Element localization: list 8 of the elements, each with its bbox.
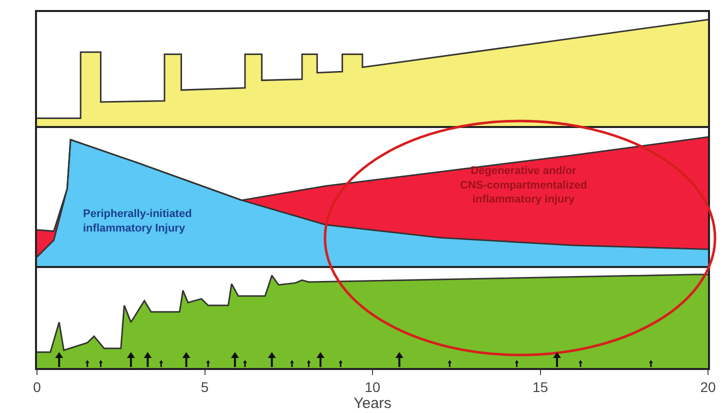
annotation: Peripherally-initiated inflammatory Injury [83, 208, 192, 234]
x-tick-label: 10 [364, 378, 380, 395]
x-tick-label: 0 [33, 378, 42, 395]
x-tick-label: 20 [700, 378, 716, 395]
x-tick-label: 15 [532, 378, 548, 395]
x-axis-title: Years [354, 394, 392, 412]
x-tick-label: 5 [200, 378, 209, 395]
annotation: Degenerative and/or CNS-compartmentalized inflammatory injury [460, 165, 588, 206]
